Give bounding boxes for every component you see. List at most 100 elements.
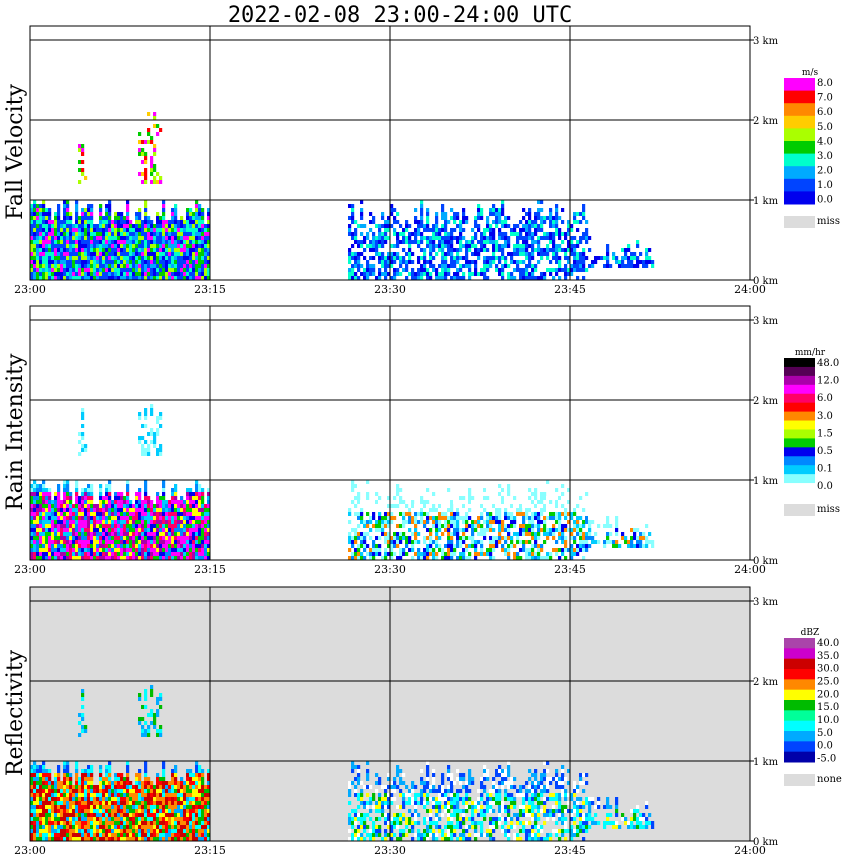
echo-cell xyxy=(42,500,46,504)
echo-cell xyxy=(96,833,100,837)
echo-cell xyxy=(363,524,367,528)
echo-cell xyxy=(534,264,538,268)
colorbar-level-label: 0.0 xyxy=(817,481,833,492)
echo-cell xyxy=(474,232,478,236)
echo-cell xyxy=(357,224,361,228)
echo-cell xyxy=(114,552,118,556)
echo-cell xyxy=(189,268,193,272)
echo-cell xyxy=(159,252,163,256)
echo-cell xyxy=(189,536,193,540)
echo-cell xyxy=(153,540,157,544)
echo-cell xyxy=(384,276,388,280)
echo-cell xyxy=(33,200,37,204)
echo-cell xyxy=(453,516,457,520)
echo-cell xyxy=(69,512,73,516)
echo-cell xyxy=(183,252,187,256)
echo-cell xyxy=(60,548,64,552)
echo-cell xyxy=(462,540,466,544)
echo-cell xyxy=(474,268,478,272)
echo-cell xyxy=(105,276,109,280)
echo-cell xyxy=(63,492,67,496)
echo-cell xyxy=(360,516,364,520)
echo-cell xyxy=(636,244,640,248)
echo-cell xyxy=(78,809,82,813)
echo-cell xyxy=(561,532,565,536)
echo-cell xyxy=(129,809,133,813)
echo-cell xyxy=(639,540,643,544)
echo-cell xyxy=(42,829,46,833)
echo-cell xyxy=(102,512,106,516)
echo-cell xyxy=(105,256,109,260)
echo-cell xyxy=(159,536,163,540)
echo-cell xyxy=(555,488,559,492)
echo-cell xyxy=(69,532,73,536)
echo-cell xyxy=(423,248,427,252)
echo-cell xyxy=(183,220,187,224)
echo-cell xyxy=(78,500,82,504)
echo-cell xyxy=(195,556,199,560)
echo-cell xyxy=(489,528,493,532)
echo-cell xyxy=(168,548,172,552)
echo-cell xyxy=(126,536,130,540)
echo-cell xyxy=(354,264,358,268)
echo-cell xyxy=(102,232,106,236)
echo-cell xyxy=(117,829,121,833)
echo-cell xyxy=(138,216,142,220)
echo-cell xyxy=(408,260,412,264)
echo-cell xyxy=(525,500,529,504)
echo-cell xyxy=(90,484,94,488)
echo-cell xyxy=(450,208,454,212)
echo-cell xyxy=(147,256,151,260)
echo-cell xyxy=(357,240,361,244)
echo-cell xyxy=(117,528,121,532)
echo-cell xyxy=(141,548,145,552)
echo-cell xyxy=(501,264,505,268)
echo-cell xyxy=(36,276,40,280)
echo-cell xyxy=(159,424,163,428)
echo-cell xyxy=(399,256,403,260)
echo-cell xyxy=(72,508,76,512)
echo-cell xyxy=(36,829,40,833)
echo-cell xyxy=(93,809,97,813)
echo-cell xyxy=(105,244,109,248)
echo-cell xyxy=(129,805,133,809)
echo-cell xyxy=(87,532,91,536)
echo-cell xyxy=(123,260,127,264)
echo-cell xyxy=(201,264,205,268)
echo-cell xyxy=(111,809,115,813)
echo-cell xyxy=(408,240,412,244)
echo-cell xyxy=(180,528,184,532)
echo-cell xyxy=(165,228,169,232)
echo-cell xyxy=(90,512,94,516)
echo-cell xyxy=(69,540,73,544)
echo-cell xyxy=(60,240,64,244)
echo-cell xyxy=(519,260,523,264)
echo-cell xyxy=(555,540,559,544)
echo-cell xyxy=(198,252,202,256)
echo-cell xyxy=(579,212,583,216)
echo-cell xyxy=(39,516,43,520)
echo-cell xyxy=(579,492,583,496)
echo-cell xyxy=(537,548,541,552)
echo-cell xyxy=(138,536,142,540)
echo-cell xyxy=(174,488,178,492)
echo-cell xyxy=(51,500,55,504)
echo-cell xyxy=(48,516,52,520)
y-tick-label: 2 km xyxy=(753,396,779,407)
echo-cell xyxy=(183,528,187,532)
echo-cell xyxy=(63,821,67,825)
echo-cell xyxy=(57,256,61,260)
echo-cell xyxy=(558,244,562,248)
echo-cell xyxy=(375,500,379,504)
echo-cell xyxy=(147,260,151,264)
echo-cell xyxy=(558,256,562,260)
echo-cell xyxy=(156,496,160,500)
echo-cell xyxy=(186,232,190,236)
echo-cell xyxy=(201,236,205,240)
echo-cell xyxy=(141,236,145,240)
echo-cell xyxy=(135,785,139,789)
echo-cell xyxy=(453,500,457,504)
echo-cell xyxy=(102,276,106,280)
echo-cell xyxy=(201,532,205,536)
echo-cell xyxy=(102,821,106,825)
